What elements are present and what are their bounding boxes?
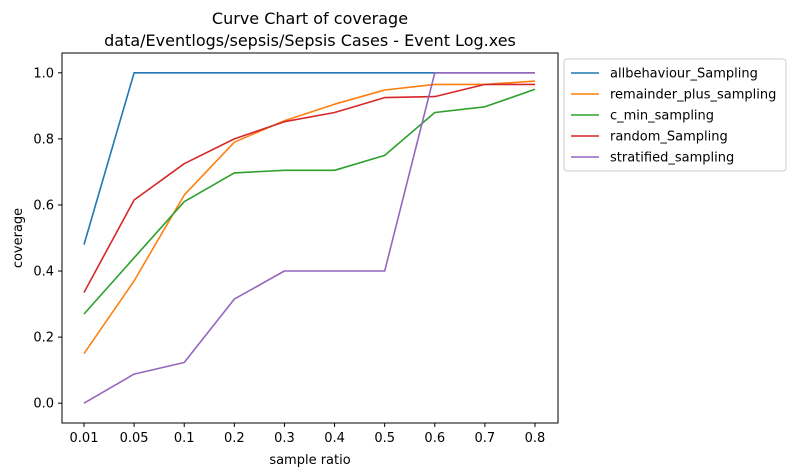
- y-tick-label: 0.0: [33, 397, 54, 412]
- x-tick-label: 0.1: [174, 431, 195, 446]
- x-tick-label: 0.8: [525, 431, 546, 446]
- plot-area-frame: [61, 52, 559, 424]
- legend: allbehaviour_Sampling remainder_plus_samp…: [563, 58, 787, 172]
- x-tick-label: 0.7: [475, 431, 496, 446]
- legend-entry: allbehaviour_Sampling: [610, 67, 758, 82]
- x-tick-label: 0.6: [424, 431, 445, 446]
- legend-frame: [563, 58, 787, 172]
- chart-title: Curve Chart of coverage: [212, 9, 408, 28]
- chart-subtitle: data/Eventlogs/sepsis/Sepsis Cases - Eve…: [104, 31, 516, 50]
- x-tick-label: 0.01: [70, 431, 99, 446]
- x-tick-label: 0.5: [374, 431, 395, 446]
- x-tick-label: 0.05: [120, 431, 149, 446]
- x-tick-label: 0.4: [324, 431, 345, 446]
- plot-lines: [83, 72, 536, 404]
- x-axis-ticks: 0.01 0.05 0.1 0.2 0.3 0.4 0.5 0.6 0.7 0.8: [70, 423, 546, 446]
- y-tick-label: 0.4: [33, 265, 54, 280]
- y-tick-label: 0.8: [33, 132, 54, 147]
- y-axis-label: coverage: [11, 208, 26, 268]
- x-tick-label: 0.3: [274, 431, 295, 446]
- series-line-allbehaviour_Sampling: [83, 72, 535, 245]
- x-axis-label: sample ratio: [269, 453, 350, 468]
- y-tick-label: 0.6: [33, 198, 54, 213]
- legend-entry: c_min_sampling: [610, 109, 714, 124]
- y-tick-label: 0.2: [33, 331, 54, 346]
- legend-entry: random_Sampling: [610, 130, 728, 145]
- series-line-random_Sampling: [83, 83, 535, 293]
- series-line-c_min_sampling: [83, 88, 536, 315]
- series-line-stratified_sampling: [83, 72, 535, 404]
- y-tick-label: 1.0: [33, 66, 54, 81]
- legend-entry: remainder_plus_sampling: [610, 88, 776, 103]
- x-tick-label: 0.2: [224, 431, 245, 446]
- y-axis-ticks: 0.0 0.2 0.4 0.6 0.8 1.0: [33, 66, 62, 412]
- series-line-remainder_plus_sampling: [83, 80, 536, 355]
- legend-entry: stratified_sampling: [610, 151, 734, 166]
